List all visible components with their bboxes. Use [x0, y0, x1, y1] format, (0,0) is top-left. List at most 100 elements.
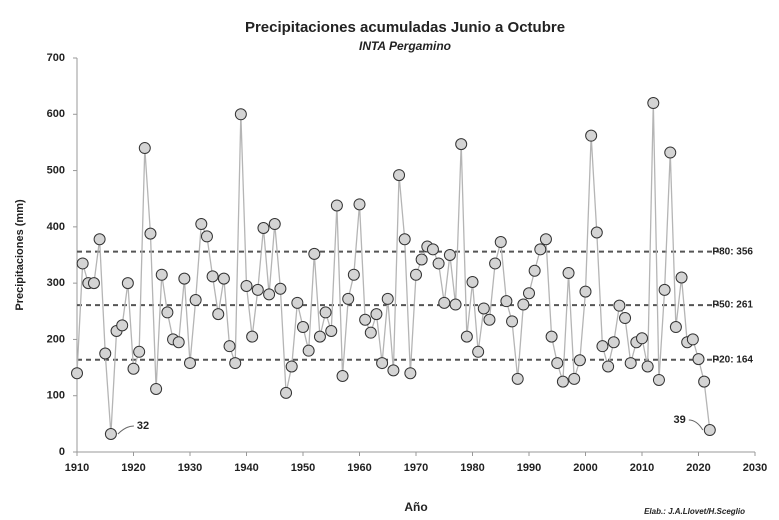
data-point: [517, 298, 530, 311]
data-point: [472, 345, 485, 358]
data-point: [325, 324, 338, 337]
reference-label: P20: 164: [712, 354, 753, 365]
data-point: [76, 257, 89, 270]
data-point: [658, 283, 671, 296]
data-point: [449, 298, 462, 311]
data-point: [274, 282, 287, 295]
data-point: [460, 330, 473, 343]
x-tick-label: 1930: [178, 462, 202, 474]
data-point: [686, 333, 699, 346]
data-point: [116, 319, 129, 332]
data-point: [99, 347, 112, 360]
data-point: [144, 227, 157, 240]
data-point: [404, 367, 417, 380]
data-point: [489, 257, 502, 270]
data-point: [268, 218, 281, 231]
data-point: [636, 332, 648, 345]
data-point: [483, 313, 496, 326]
data-point: [376, 357, 389, 370]
x-tick-label: 1960: [347, 462, 371, 474]
data-point: [121, 277, 134, 290]
data-point: [359, 313, 372, 326]
data-point: [585, 129, 598, 142]
y-tick-label: 600: [47, 108, 65, 120]
data-point: [161, 306, 174, 319]
data-point: [313, 330, 326, 343]
data-point: [342, 292, 355, 305]
data-point: [297, 321, 309, 334]
data-point: [698, 375, 711, 388]
x-tick-label: 1920: [121, 462, 145, 474]
annotation: 39: [674, 414, 686, 426]
data-point: [319, 306, 332, 319]
data-point: [607, 336, 620, 349]
data-point: [539, 233, 552, 246]
x-tick-label: 1980: [460, 462, 484, 474]
y-axis-label: Precipitaciones (mm): [14, 199, 26, 311]
data-point: [229, 357, 242, 370]
data-point: [590, 226, 603, 239]
data-point: [240, 279, 253, 292]
data-point: [200, 230, 213, 243]
data-point: [647, 97, 660, 110]
data-point: [178, 272, 191, 285]
data-point: [234, 108, 247, 121]
data-point: [212, 308, 225, 321]
annotation: 32: [137, 420, 149, 432]
data-point: [432, 257, 445, 270]
data-point: [246, 330, 259, 343]
data-point: [443, 249, 456, 261]
x-tick-label: 2030: [743, 462, 767, 474]
data-point: [127, 362, 140, 375]
data-point: [93, 233, 106, 246]
data-point: [652, 373, 665, 386]
x-tick-label: 2020: [686, 462, 710, 474]
data-point: [573, 354, 586, 367]
data-point: [455, 138, 468, 151]
data-point: [263, 288, 276, 301]
data-point: [523, 287, 535, 300]
data-point: [370, 308, 383, 321]
data-point: [364, 326, 377, 339]
data-point: [184, 357, 196, 370]
data-point: [500, 295, 513, 308]
data-point: [336, 370, 349, 383]
chart-subtitle: INTA Pergamino: [359, 39, 451, 53]
data-point: [415, 253, 428, 266]
credit: Elab.: J.A.Llovet/H.Sceglio: [644, 507, 745, 516]
x-tick-label: 1940: [234, 462, 258, 474]
y-tick-label: 300: [47, 277, 65, 289]
annotation-leader: [117, 425, 134, 435]
data-point: [206, 270, 219, 283]
chart-title: Precipitaciones acumuladas Junio a Octub…: [245, 19, 565, 36]
data-point: [251, 283, 264, 296]
data-point: [556, 375, 569, 388]
data-point: [528, 264, 541, 277]
data-point: [150, 382, 163, 395]
data-point: [438, 296, 451, 309]
data-point: [280, 386, 293, 399]
data-point: [619, 312, 632, 325]
reference-label: P50: 261: [712, 300, 753, 311]
x-tick-label: 1970: [404, 462, 428, 474]
data-point: [330, 199, 343, 212]
data-point: [291, 296, 304, 309]
y-tick-label: 0: [59, 446, 65, 458]
x-tick-label: 1910: [65, 462, 89, 474]
data-point: [545, 330, 558, 343]
data-point: [387, 364, 400, 377]
data-point: [613, 299, 626, 312]
data-point: [302, 344, 315, 357]
data-point: [703, 424, 716, 437]
data-point: [223, 340, 236, 353]
reference-label: P80: 356: [712, 246, 753, 257]
data-point: [172, 336, 185, 349]
annotation-leader: [688, 419, 704, 431]
data-point: [494, 236, 507, 249]
data-point: [285, 360, 298, 373]
data-point: [426, 243, 439, 256]
data-point: [195, 218, 208, 231]
data-point: [624, 357, 637, 370]
data-point: [393, 169, 406, 182]
data-point: [353, 198, 366, 211]
